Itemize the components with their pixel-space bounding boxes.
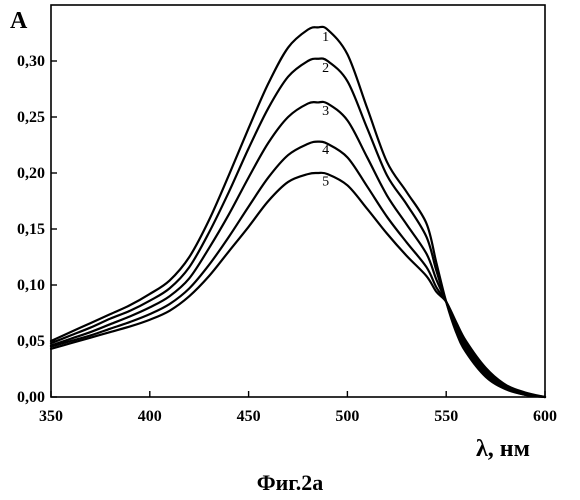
x-axis-title: λ, нм xyxy=(476,436,530,462)
figure-caption: Фиг.2а xyxy=(257,470,324,495)
y-axis-title: A xyxy=(10,8,28,34)
series-labels: 1 2 3 4 5 xyxy=(322,30,329,189)
series-label-2: 2 xyxy=(322,61,329,76)
x-tick-label: 450 xyxy=(237,408,261,425)
x-tick-label: 500 xyxy=(335,408,359,425)
series-lines xyxy=(51,27,545,397)
series-line-5 xyxy=(51,173,545,397)
y-tick-label: 0,05 xyxy=(17,333,45,350)
series-label-4: 4 xyxy=(322,143,329,158)
series-label-3: 3 xyxy=(322,104,329,119)
y-tick-label: 0,30 xyxy=(17,53,45,70)
y-tick-label: 0,25 xyxy=(17,109,45,126)
x-tick-label: 350 xyxy=(39,408,63,425)
plot-area xyxy=(51,5,545,397)
y-tick-label: 0,15 xyxy=(17,221,45,238)
x-axis-ticks: 350 400 450 500 550 600 xyxy=(39,391,557,425)
series-line-1 xyxy=(51,27,545,397)
series-label-1: 1 xyxy=(322,30,329,45)
x-tick-label: 550 xyxy=(434,408,458,425)
y-tick-label: 0,20 xyxy=(17,165,45,182)
plot-frame xyxy=(51,5,545,397)
y-tick-label: 0,10 xyxy=(17,277,45,294)
x-tick-label: 600 xyxy=(533,408,557,425)
y-tick-label: 0,00 xyxy=(17,389,45,406)
x-tick-label: 400 xyxy=(138,408,162,425)
series-label-5: 5 xyxy=(322,174,329,189)
